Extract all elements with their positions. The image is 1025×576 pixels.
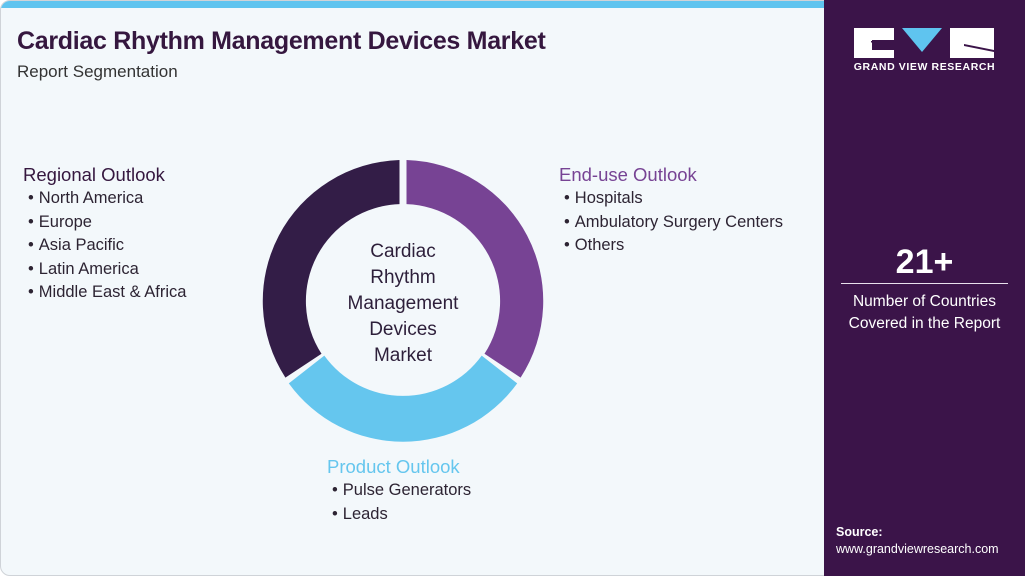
page-subtitle: Report Segmentation [17, 62, 178, 81]
countries-count: 21+ [895, 243, 954, 281]
grand-view-research-logo-icon [854, 28, 994, 58]
donut-center-label: Cardiac Rhythm Management Devices Market [347, 241, 459, 366]
end-use-outlook-title: End-use Outlook [559, 164, 697, 185]
brand-name: GRAND VIEW RESEARCH [853, 61, 996, 73]
donut-segment-product [288, 355, 518, 442]
product-outlook-title: Product Outlook [327, 456, 460, 477]
list-item: • Hospitals [564, 189, 643, 207]
countries-label: Number of Countries Covered in the Repor… [848, 293, 1001, 332]
end-use-outlook-section: End-use Outlook • Hospitals • Ambulatory S… [559, 163, 783, 258]
regional-outlook-section: Regional Outlook • North America • Europe … [23, 163, 186, 305]
donut-segment-end-use [406, 160, 544, 378]
list-item: • Latin America [28, 259, 139, 278]
list-item: • Leads [332, 504, 388, 523]
list-item: • Others [564, 236, 625, 254]
donut-segment-regional [262, 160, 400, 378]
segmentation-donut-chart [262, 160, 544, 442]
source-link[interactable]: www.grandviewresearch.com [836, 542, 999, 556]
source-label: Source: [836, 525, 883, 539]
brand-sidebar: GRAND VIEW RESEARCH 21+ Number of Countr… [824, 0, 1025, 576]
top-accent-bar [1, 1, 825, 8]
list-item: • North America [28, 189, 144, 207]
regional-outlook-title: Regional Outlook [23, 164, 165, 185]
stat-divider [841, 283, 1008, 284]
page-title: Cardiac Rhythm Management Devices Market [17, 27, 546, 55]
list-item: • Asia Pacific [28, 236, 125, 254]
list-item: • Middle East & Africa [28, 283, 187, 301]
list-item: • Pulse Generators [332, 481, 472, 499]
list-item: • Ambulatory Surgery Centers [564, 212, 783, 231]
list-item: • Europe [28, 212, 92, 231]
product-outlook-section: Product Outlook • Pulse Generators • Leads [327, 455, 471, 526]
